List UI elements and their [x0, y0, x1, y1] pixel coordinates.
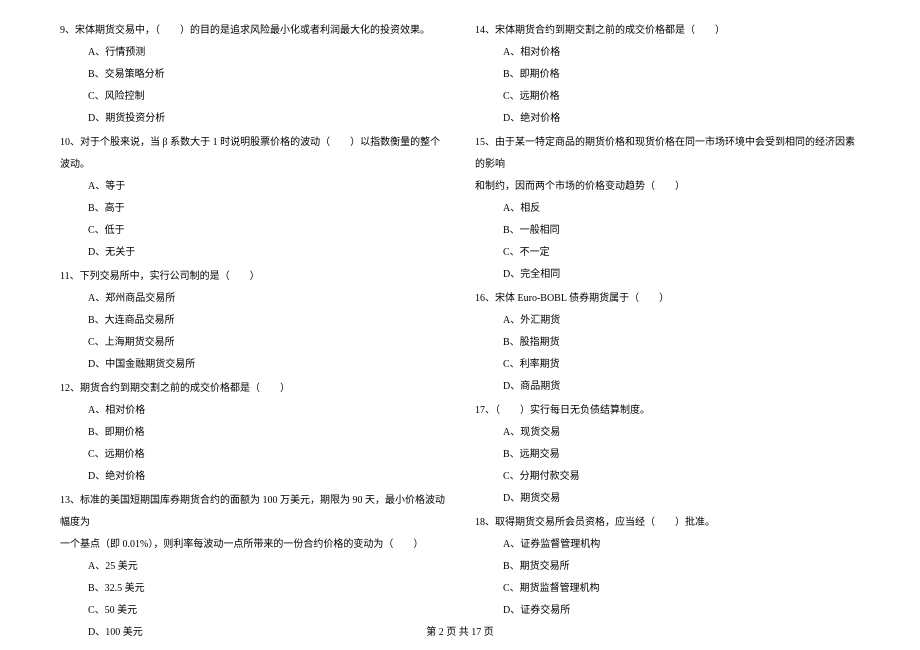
question-11-option-d: D、中国金融期货交易所 [60, 354, 445, 376]
question-17-option-b: B、远期交易 [475, 444, 860, 466]
question-16: 16、宋体 Euro-BOBL 债券期货属于（ ） A、外汇期货 B、股指期货 … [475, 288, 860, 398]
question-12-option-c: C、远期价格 [60, 444, 445, 466]
question-15-option-c: C、不一定 [475, 242, 860, 264]
question-15-option-b: B、一般相同 [475, 220, 860, 242]
question-16-option-c: C、利率期货 [475, 354, 860, 376]
question-13-option-a: A、25 美元 [60, 556, 445, 578]
question-18-option-c: C、期货监督管理机构 [475, 578, 860, 600]
question-12-option-a: A、相对价格 [60, 400, 445, 422]
question-13-text: 13、标准的美国短期国库券期货合约的面额为 100 万美元，期限为 90 天，最… [60, 490, 445, 534]
question-17-text: 17、（ ）实行每日无负债结算制度。 [475, 400, 860, 422]
columns-container: 9、宋体期货交易中，（ ）的目的是追求风险最小化或者利润最大化的投资效果。 A、… [60, 20, 860, 646]
question-13-option-b: B、32.5 美元 [60, 578, 445, 600]
question-17-option-c: C、分期付款交易 [475, 466, 860, 488]
question-16-text: 16、宋体 Euro-BOBL 债券期货属于（ ） [475, 288, 860, 310]
left-column: 9、宋体期货交易中，（ ）的目的是追求风险最小化或者利润最大化的投资效果。 A、… [60, 20, 445, 646]
question-10: 10、对于个股来说，当 β 系数大于 1 时说明股票价格的波动（ ）以指数衡量的… [60, 132, 445, 264]
question-14: 14、宋体期货合约到期交割之前的成交价格都是（ ） A、相对价格 B、即期价格 … [475, 20, 860, 130]
question-17-option-a: A、现货交易 [475, 422, 860, 444]
question-11-option-a: A、郑州商品交易所 [60, 288, 445, 310]
question-13-option-c: C、50 美元 [60, 600, 445, 622]
question-12-option-b: B、即期价格 [60, 422, 445, 444]
question-15-text2: 和制约，因而两个市场的价格变动趋势（ ） [475, 176, 860, 198]
question-12: 12、期货合约到期交割之前的成交价格都是（ ） A、相对价格 B、即期价格 C、… [60, 378, 445, 488]
question-9-option-d: D、期货投资分析 [60, 108, 445, 130]
question-13-text2: 一个基点（即 0.01%），则利率每波动一点所带来的一份合约价格的变动为（ ） [60, 534, 445, 556]
question-10-option-a: A、等于 [60, 176, 445, 198]
question-16-option-b: B、股指期货 [475, 332, 860, 354]
question-14-option-b: B、即期价格 [475, 64, 860, 86]
question-15-option-a: A、相反 [475, 198, 860, 220]
question-9-text: 9、宋体期货交易中，（ ）的目的是追求风险最小化或者利润最大化的投资效果。 [60, 20, 445, 42]
question-17: 17、（ ）实行每日无负债结算制度。 A、现货交易 B、远期交易 C、分期付款交… [475, 400, 860, 510]
question-9-option-a: A、行情预测 [60, 42, 445, 64]
question-10-option-d: D、无关于 [60, 242, 445, 264]
question-10-text: 10、对于个股来说，当 β 系数大于 1 时说明股票价格的波动（ ）以指数衡量的… [60, 132, 445, 176]
question-11-option-b: B、大连商品交易所 [60, 310, 445, 332]
question-18-option-a: A、证券监督管理机构 [475, 534, 860, 556]
question-11-option-c: C、上海期货交易所 [60, 332, 445, 354]
question-12-text: 12、期货合约到期交割之前的成交价格都是（ ） [60, 378, 445, 400]
question-12-option-d: D、绝对价格 [60, 466, 445, 488]
right-column: 14、宋体期货合约到期交割之前的成交价格都是（ ） A、相对价格 B、即期价格 … [475, 20, 860, 646]
question-18: 18、取得期货交易所会员资格，应当经（ ）批准。 A、证券监督管理机构 B、期货… [475, 512, 860, 622]
question-18-option-d: D、证券交易所 [475, 600, 860, 622]
question-11-text: 11、下列交易所中，实行公司制的是（ ） [60, 266, 445, 288]
question-10-option-b: B、高于 [60, 198, 445, 220]
question-10-option-c: C、低于 [60, 220, 445, 242]
question-9: 9、宋体期货交易中，（ ）的目的是追求风险最小化或者利润最大化的投资效果。 A、… [60, 20, 445, 130]
question-14-option-a: A、相对价格 [475, 42, 860, 64]
question-18-option-b: B、期货交易所 [475, 556, 860, 578]
question-9-option-b: B、交易策略分析 [60, 64, 445, 86]
question-15: 15、由于某一特定商品的期货价格和现货价格在同一市场环境中会受到相同的经济因素的… [475, 132, 860, 286]
question-16-option-d: D、商品期货 [475, 376, 860, 398]
question-14-text: 14、宋体期货合约到期交割之前的成交价格都是（ ） [475, 20, 860, 42]
question-18-text: 18、取得期货交易所会员资格，应当经（ ）批准。 [475, 512, 860, 534]
question-13: 13、标准的美国短期国库券期货合约的面额为 100 万美元，期限为 90 天，最… [60, 490, 445, 644]
question-14-option-d: D、绝对价格 [475, 108, 860, 130]
page-footer: 第 2 页 共 17 页 [0, 623, 920, 638]
question-15-text: 15、由于某一特定商品的期货价格和现货价格在同一市场环境中会受到相同的经济因素的… [475, 132, 860, 176]
question-9-option-c: C、风险控制 [60, 86, 445, 108]
question-16-option-a: A、外汇期货 [475, 310, 860, 332]
question-14-option-c: C、远期价格 [475, 86, 860, 108]
question-15-option-d: D、完全相同 [475, 264, 860, 286]
question-11: 11、下列交易所中，实行公司制的是（ ） A、郑州商品交易所 B、大连商品交易所… [60, 266, 445, 376]
question-17-option-d: D、期货交易 [475, 488, 860, 510]
